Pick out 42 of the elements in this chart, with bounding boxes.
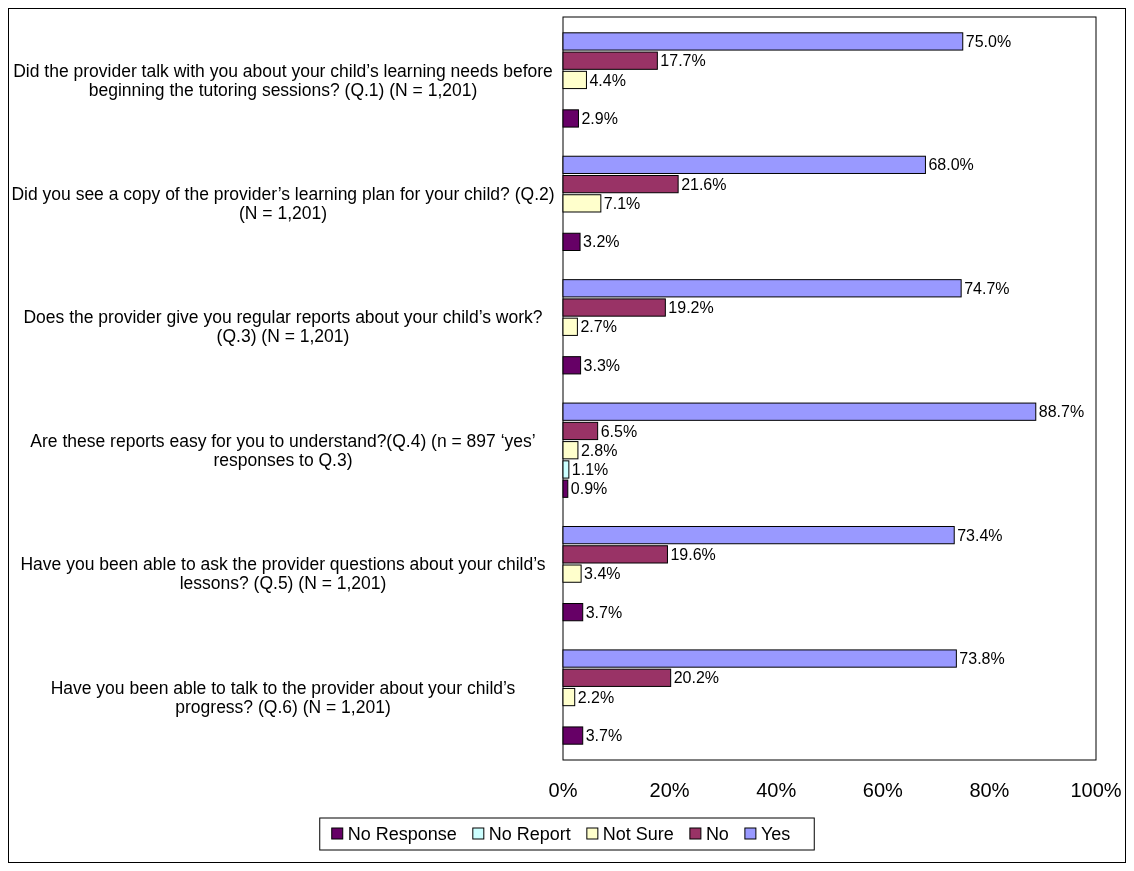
data-label: 4.4% bbox=[589, 71, 626, 89]
data-label: 2.8% bbox=[580, 441, 618, 459]
data-label: 19.2% bbox=[668, 299, 714, 317]
data-label: 75.0% bbox=[965, 33, 1012, 51]
legend-label: Not Sure bbox=[602, 824, 674, 845]
y-tick-label: Does the provider give you regular reports about your child’s work? (Q.3) (N = 1,201) bbox=[23, 307, 543, 347]
data-label: 3.7% bbox=[585, 603, 623, 621]
legend-label: No Report bbox=[488, 824, 571, 845]
y-tick-label: Have you been able to ask the provider questions about your child’s lessons? (Q.5) (N = 1,201) bbox=[20, 554, 546, 594]
data-label: 3.2% bbox=[583, 233, 620, 251]
x-tick-label: 0% bbox=[548, 779, 578, 801]
x-tick-label: 80% bbox=[969, 779, 1010, 801]
data-label: 19.6% bbox=[670, 545, 716, 563]
data-label: 17.7% bbox=[660, 52, 706, 70]
data-label: 21.6% bbox=[681, 175, 727, 193]
x-tick-label: 60% bbox=[862, 779, 904, 801]
data-label: 88.7% bbox=[1038, 403, 1085, 421]
data-label: 20.2% bbox=[673, 669, 720, 687]
data-label: 74.7% bbox=[964, 279, 1010, 297]
legend-label: No bbox=[705, 824, 729, 845]
x-tick-label: 100% bbox=[1070, 779, 1122, 801]
legend-label: Yes bbox=[760, 824, 791, 845]
data-label: 2.9% bbox=[581, 110, 618, 128]
data-label: 2.2% bbox=[577, 688, 615, 706]
data-label: 68.0% bbox=[928, 156, 974, 174]
y-tick-label: Have you been able to talk to the provider about your child’s progress? (Q.6) (N = 1,201) bbox=[50, 677, 516, 717]
x-tick-label: 40% bbox=[756, 779, 797, 801]
data-label: 73.8% bbox=[959, 650, 1005, 668]
data-label: 7.1% bbox=[603, 194, 641, 212]
data-label: 0.9% bbox=[570, 480, 608, 498]
y-tick-label: Did you see a copy of the provider’s learning plan for your child? (Q.2) (N = 1,201) bbox=[11, 183, 555, 223]
legend-label: No Response bbox=[347, 824, 457, 845]
data-label: 1.1% bbox=[571, 461, 609, 479]
data-label: 3.4% bbox=[584, 565, 621, 583]
data-label: 2.7% bbox=[580, 318, 617, 336]
y-tick-label: Did the provider talk with you about your child’s learning needs before beginning the tutoring sessions? (Q.1) (N = 1,201) bbox=[13, 60, 553, 100]
y-tick-label: Are these reports easy for you to understand?(Q.4) (n = 897 ‘yes’ responses to Q.3) bbox=[30, 430, 536, 470]
data-label: 73.4% bbox=[957, 526, 1003, 544]
data-label: 3.3% bbox=[583, 356, 621, 374]
data-label: 3.7% bbox=[585, 727, 623, 745]
data-label: 6.5% bbox=[600, 422, 638, 440]
x-tick-label: 20% bbox=[649, 779, 690, 801]
